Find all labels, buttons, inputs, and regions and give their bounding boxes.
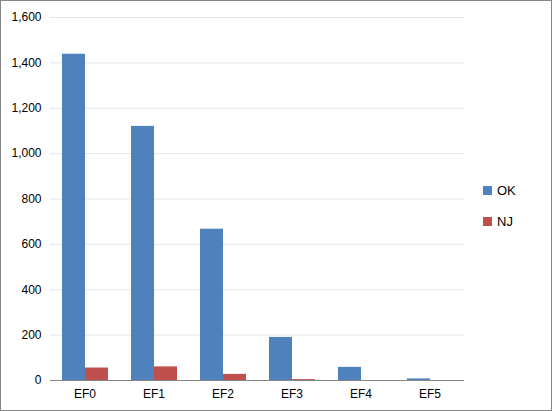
svg-text:EF4: EF4 [350, 387, 372, 401]
html-text:NJ: NJ [497, 213, 513, 229]
svg-text:200: 200 [21, 328, 41, 342]
svg-text:EF3: EF3 [281, 387, 303, 401]
svg-text:EF2: EF2 [212, 387, 234, 401]
svg-text:1,200: 1,200 [11, 101, 41, 115]
svg-text:400: 400 [21, 283, 41, 297]
svg-text:EF1: EF1 [143, 387, 165, 401]
html-text:OK: OK [497, 182, 516, 198]
svg-text:1,000: 1,000 [11, 146, 41, 160]
svg-text:600: 600 [21, 237, 41, 251]
svg-text:1,400: 1,400 [11, 56, 41, 70]
svg-text:0: 0 [35, 373, 42, 387]
svg-text:800: 800 [21, 192, 41, 206]
svg-text:EF5: EF5 [419, 387, 441, 401]
svg-text:1,600: 1,600 [11, 10, 41, 24]
svg-text:EF0: EF0 [74, 387, 96, 401]
